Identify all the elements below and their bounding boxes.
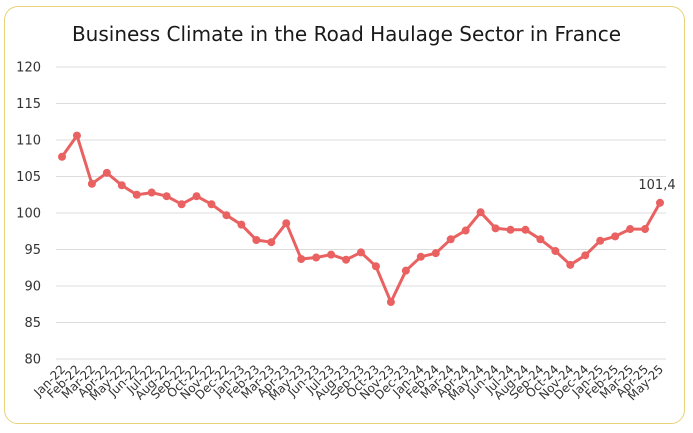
data-point (371, 262, 380, 271)
series-points (58, 131, 664, 307)
data-point (626, 225, 635, 234)
data-point (207, 200, 216, 209)
chart-frame (4, 6, 685, 424)
data-point (401, 266, 410, 275)
data-point (596, 236, 605, 245)
data-point (506, 225, 515, 234)
y-tick-label: 95 (24, 243, 41, 258)
data-point (491, 224, 500, 233)
y-tick-label: 120 (16, 61, 41, 76)
y-tick-label: 100 (16, 207, 41, 222)
data-point (551, 246, 560, 255)
data-point (566, 260, 575, 269)
data-point (282, 219, 291, 228)
data-point (132, 190, 141, 199)
x-axis-ticks: Jan-22Feb-22Mar-22Apr-22May-22Jun-22Jul-… (31, 362, 667, 403)
y-axis-ticks: 80 85 90 95 100 105 110 115 120 (16, 61, 41, 368)
data-point (192, 192, 201, 201)
data-point (357, 248, 365, 257)
data-point (222, 211, 231, 220)
data-point (117, 181, 126, 190)
data-point (327, 250, 336, 259)
data-point (581, 251, 590, 260)
chart-title: Business Climate in the Road Haulage Sec… (71, 22, 622, 46)
data-point (476, 208, 485, 217)
y-tick-label: 110 (16, 134, 41, 149)
data-point (611, 232, 620, 241)
data-point (521, 225, 530, 234)
data-point (87, 179, 96, 188)
grid-lines (56, 66, 666, 360)
data-point (102, 168, 111, 177)
y-tick-label: 80 (24, 353, 41, 368)
data-point (342, 255, 351, 264)
data-point (297, 254, 306, 263)
data-point (312, 253, 321, 262)
series-line (60, 134, 662, 304)
data-point (237, 220, 246, 229)
y-tick-label: 85 (24, 316, 41, 331)
data-point (162, 192, 171, 201)
data-point (656, 198, 664, 207)
y-tick-label: 115 (16, 97, 41, 112)
data-point (147, 188, 156, 197)
data-point (386, 298, 395, 307)
data-point (58, 152, 66, 161)
data-label: 101,4 (638, 178, 675, 193)
data-point (536, 235, 545, 244)
data-point (431, 249, 440, 258)
data-point (446, 235, 455, 244)
data-point (416, 252, 425, 261)
data-point (252, 236, 261, 245)
series-line-path (60, 134, 662, 304)
y-tick-label: 105 (16, 170, 41, 185)
data-point (267, 238, 276, 247)
y-tick-label: 90 (24, 280, 41, 295)
data-point (72, 131, 81, 140)
data-point (641, 225, 650, 234)
data-point (177, 200, 186, 209)
data-labels: 101,4 (638, 178, 675, 193)
data-point (461, 226, 470, 235)
